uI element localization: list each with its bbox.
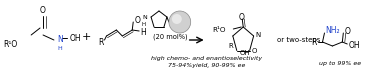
Text: OH: OH [348, 41, 360, 50]
Text: H: H [140, 27, 146, 36]
Text: (20 mol%): (20 mol%) [153, 34, 187, 40]
Text: or two-steps: or two-steps [277, 37, 321, 43]
Text: H: H [142, 21, 146, 26]
Text: O: O [40, 5, 46, 14]
Text: O: O [252, 48, 257, 54]
Text: R¹O: R¹O [3, 40, 17, 49]
Text: O: O [134, 15, 140, 24]
Text: R¹O: R¹O [212, 27, 225, 33]
Text: high chemo- and enantioselectivity: high chemo- and enantioselectivity [151, 56, 262, 61]
Text: NH₂: NH₂ [325, 25, 340, 34]
Text: R: R [228, 43, 233, 49]
Text: OH: OH [240, 50, 250, 56]
Text: R: R [311, 37, 316, 47]
Text: +: + [82, 32, 91, 42]
Text: OH: OH [70, 33, 81, 43]
Text: R: R [99, 37, 104, 47]
Text: O: O [344, 26, 350, 35]
Text: 75-94%yield, 90-99% ee: 75-94%yield, 90-99% ee [168, 64, 245, 69]
Circle shape [172, 14, 182, 24]
Text: up to 99% ee: up to 99% ee [319, 62, 361, 67]
Text: O: O [238, 12, 244, 21]
Text: N: N [143, 14, 147, 19]
Text: N: N [256, 32, 261, 38]
Circle shape [169, 11, 191, 33]
Text: N: N [57, 34, 63, 44]
Text: H: H [57, 46, 62, 51]
